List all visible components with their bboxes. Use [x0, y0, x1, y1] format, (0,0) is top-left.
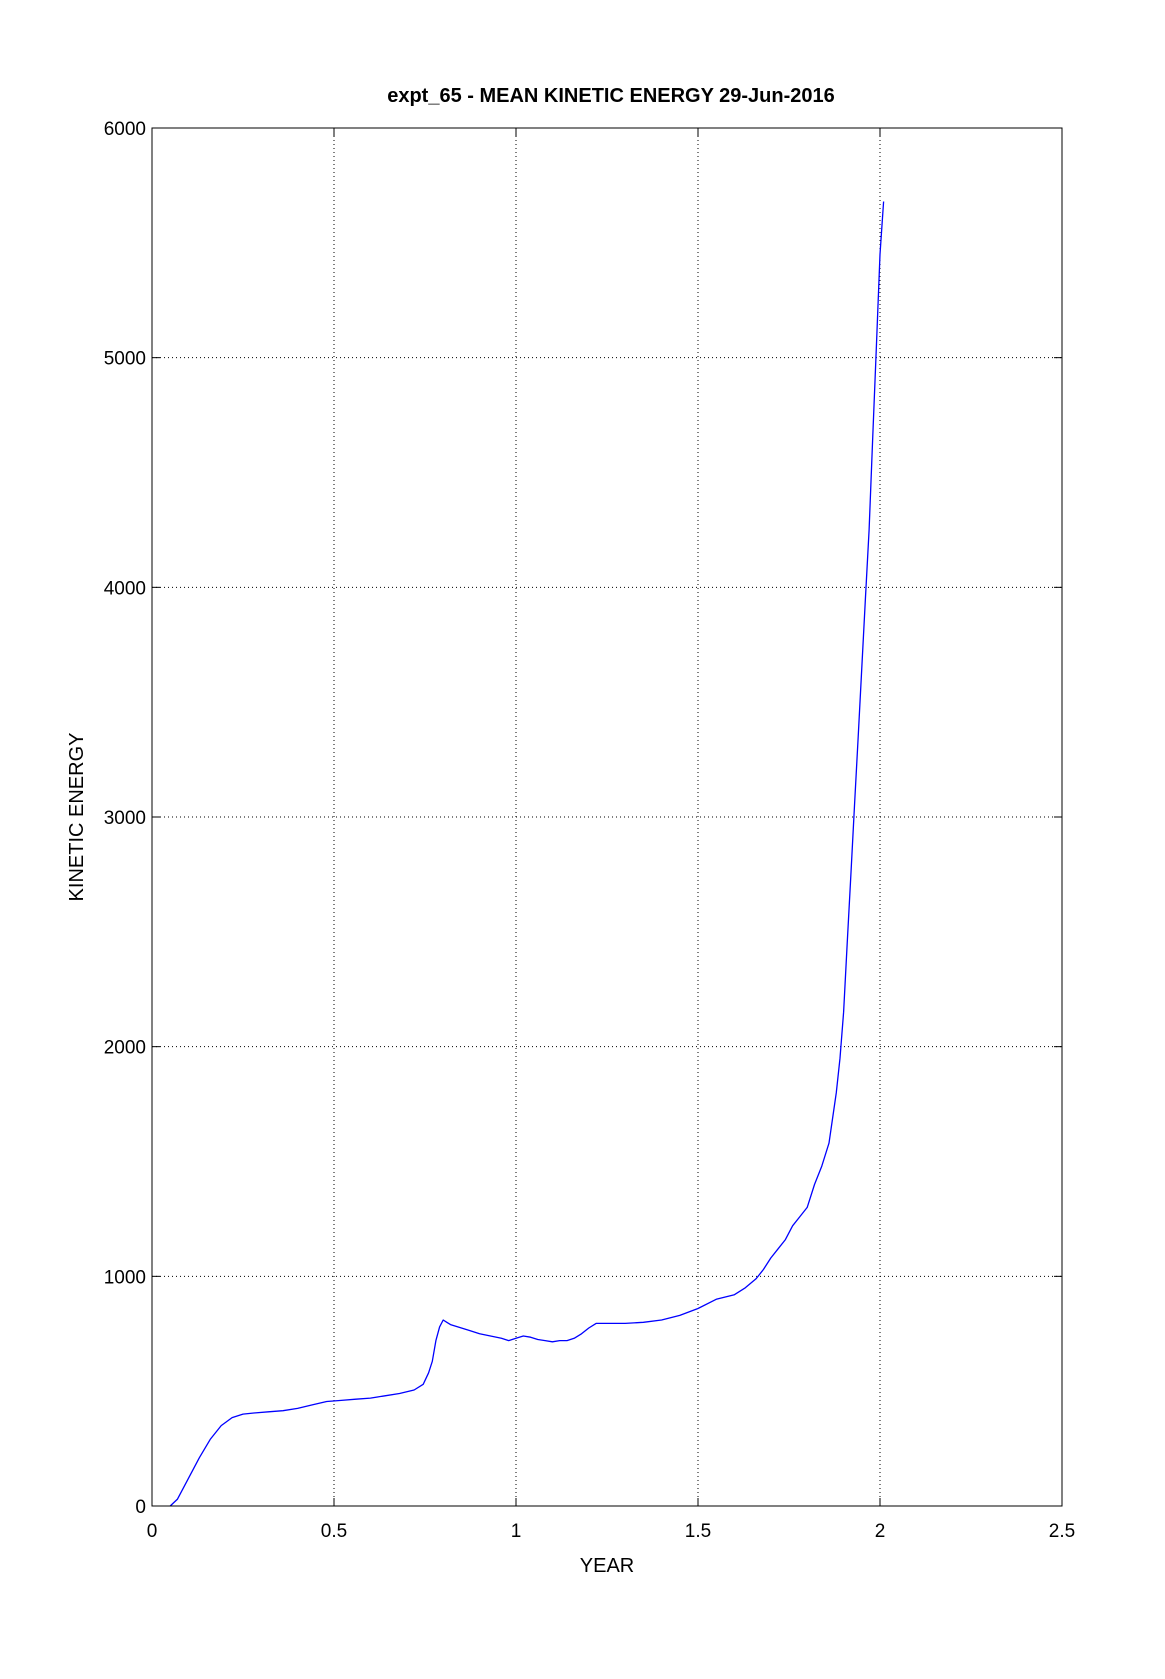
x-tick-label: 1 — [511, 1521, 522, 1542]
plot-area — [169, 201, 885, 1507]
grid-lines — [152, 128, 1062, 1506]
kinetic-energy-series-line — [169, 201, 885, 1507]
y-tick-label: 6000 — [104, 119, 146, 140]
y-tick-label: 1000 — [104, 1267, 146, 1288]
x-axis-title: YEAR — [580, 1555, 634, 1577]
axes-frame — [151, 127, 1063, 1507]
chart-title: expt_65 - MEAN KINETIC ENERGY 29-Jun-201… — [387, 85, 835, 107]
x-tick-label: 1.5 — [685, 1521, 711, 1542]
y-tick-label: 0 — [135, 1497, 146, 1518]
x-tick-label: 2 — [875, 1521, 886, 1542]
y-tick-label: 2000 — [104, 1038, 146, 1059]
y-tick-label: 3000 — [104, 808, 146, 829]
y-tick-label: 5000 — [104, 349, 146, 370]
x-tick-label: 0.5 — [321, 1521, 347, 1542]
tick-labels: 0 0.5 1 1.5 2 2.5 0 1000 2000 3000 4000 5000 6000 — [104, 119, 1075, 1542]
x-tick-label: 0 — [147, 1521, 158, 1542]
x-tick-label: 2.5 — [1049, 1521, 1075, 1542]
y-axis-title: KINETIC ENERGY — [66, 733, 88, 902]
y-tick-label: 4000 — [104, 578, 146, 599]
